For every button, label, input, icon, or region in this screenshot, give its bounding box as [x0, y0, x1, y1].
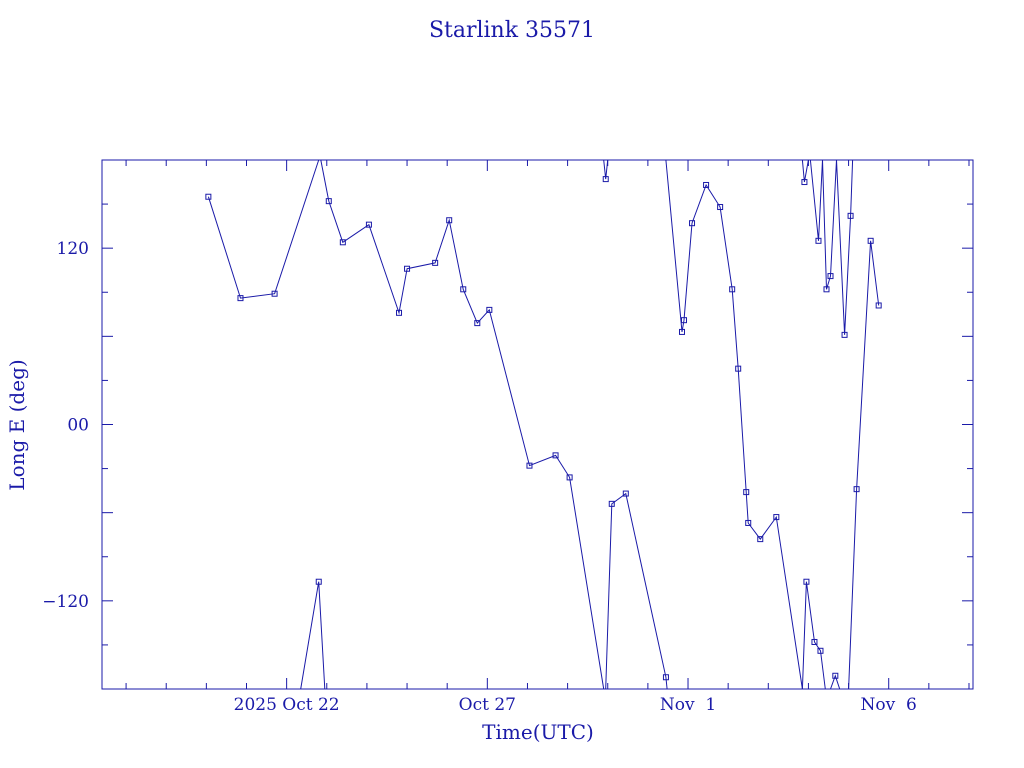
series-line-7 — [801, 581, 826, 690]
series-lines — [207, 159, 880, 690]
data-point — [841, 331, 848, 338]
data-point — [803, 578, 810, 585]
data-point — [486, 306, 493, 313]
y-tick-label: 00 — [67, 416, 89, 436]
y-tick-labels: 120 00 −120 — [42, 239, 89, 612]
series-line-5 — [605, 492, 668, 690]
data-point — [432, 259, 439, 266]
data-point — [608, 500, 615, 507]
data-point — [681, 317, 688, 324]
data-point — [404, 265, 411, 272]
data-point — [745, 519, 752, 526]
x-tick-label: Nov 6 — [861, 695, 917, 715]
data-point — [315, 578, 322, 585]
data-point — [271, 290, 278, 297]
series-line-13 — [848, 240, 880, 690]
data-point — [460, 286, 467, 293]
data-point — [689, 220, 696, 227]
data-point — [474, 320, 481, 327]
data-point — [773, 514, 780, 521]
data-point — [832, 672, 839, 679]
axis-ticks — [102, 159, 973, 690]
data-point — [703, 181, 710, 188]
data-point — [237, 295, 244, 302]
x-axis-label: Time(UTC) — [482, 720, 594, 744]
y-tick-label: 120 — [57, 239, 89, 259]
data-point — [867, 237, 874, 244]
data-point — [566, 474, 573, 481]
series-line-9 — [809, 159, 823, 241]
data-point — [875, 302, 882, 309]
data-point — [717, 204, 724, 211]
data-point — [853, 486, 860, 493]
data-point — [552, 452, 559, 459]
data-point — [446, 217, 453, 224]
data-point — [526, 462, 533, 469]
x-tick-label: Oct 27 — [459, 695, 516, 715]
data-point — [205, 193, 212, 200]
data-point — [339, 239, 346, 246]
x-tick-label: 2025 Oct 22 — [234, 695, 340, 715]
data-point — [365, 221, 372, 228]
series-line-2 — [300, 581, 326, 690]
data-point — [602, 176, 609, 183]
series-line-1 — [207, 159, 320, 299]
data-point — [325, 198, 332, 205]
data-point — [801, 179, 808, 186]
series-line-12 — [830, 674, 841, 690]
data-point — [811, 638, 818, 645]
y-tick-label: −120 — [42, 592, 89, 612]
chart-title: Starlink 35571 — [429, 18, 595, 43]
data-point — [735, 365, 742, 372]
data-point — [827, 273, 834, 280]
series-line-8 — [801, 159, 809, 183]
data-point — [815, 237, 822, 244]
series-line-11 — [836, 159, 854, 335]
series-line-6 — [665, 159, 803, 690]
data-point — [847, 212, 854, 219]
series-line-10 — [822, 159, 837, 290]
data-point — [729, 286, 736, 293]
data-point-markers — [205, 176, 882, 681]
data-point — [396, 309, 403, 316]
plot-frame — [101, 159, 974, 690]
series-line-3 — [320, 159, 605, 690]
data-point — [823, 286, 830, 293]
data-point — [743, 489, 750, 496]
series-line-4 — [603, 159, 609, 180]
data-point — [757, 536, 764, 543]
y-axis-label: Long E (deg) — [5, 359, 29, 490]
data-point — [622, 490, 629, 497]
data-point — [678, 328, 685, 335]
x-tick-labels: 2025 Oct 22 Oct 27 Nov 1 Nov 6 — [234, 695, 917, 715]
data-point — [817, 647, 824, 654]
data-point — [662, 674, 669, 681]
x-tick-label: Nov 1 — [660, 695, 716, 715]
